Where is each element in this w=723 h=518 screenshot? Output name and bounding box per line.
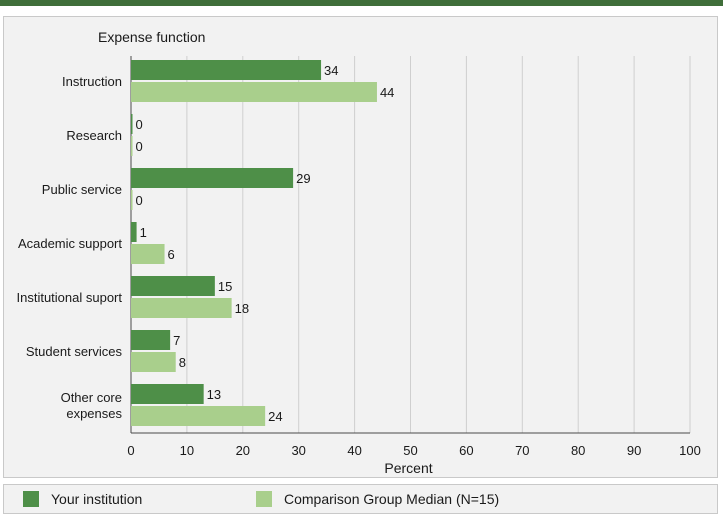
data-label: 7 xyxy=(173,333,180,348)
bar xyxy=(131,276,215,296)
x-tick-label: 0 xyxy=(127,443,134,458)
category-label: Instruction xyxy=(62,74,122,89)
x-axis-title: Percent xyxy=(384,460,432,476)
data-label: 1 xyxy=(140,225,147,240)
x-tick-label: 60 xyxy=(459,443,473,458)
category-label: expenses xyxy=(66,406,122,421)
bar xyxy=(131,168,294,188)
x-tick-label: 40 xyxy=(347,443,361,458)
bar xyxy=(131,330,171,350)
x-tick-label: 50 xyxy=(403,443,417,458)
category-label: Academic support xyxy=(18,236,122,251)
legend-item-comparison: Comparison Group Median (N=15) xyxy=(256,491,499,507)
legend: Your institution Comparison Group Median… xyxy=(3,484,718,514)
bar xyxy=(131,222,137,242)
legend-swatch-comparison xyxy=(256,491,272,507)
data-label: 29 xyxy=(296,171,310,186)
bar xyxy=(131,298,232,318)
data-label: 15 xyxy=(218,279,232,294)
data-label: 0 xyxy=(136,139,143,154)
bar xyxy=(131,136,133,156)
x-tick-label: 30 xyxy=(291,443,305,458)
bar xyxy=(131,60,322,80)
bar xyxy=(131,384,204,404)
data-label: 24 xyxy=(268,409,282,424)
category-label: Research xyxy=(66,128,122,143)
chart-title: Expense function xyxy=(98,29,206,45)
x-tick-label: 80 xyxy=(571,443,585,458)
x-tick-label: 100 xyxy=(679,443,701,458)
data-label: 44 xyxy=(380,85,394,100)
data-label: 0 xyxy=(136,117,143,132)
bar xyxy=(131,190,133,210)
data-label: 8 xyxy=(179,355,186,370)
category-label: Student services xyxy=(26,344,123,359)
data-label: 0 xyxy=(136,193,143,208)
top-rule xyxy=(0,0,723,6)
data-label: 34 xyxy=(324,63,338,78)
category-label: Public service xyxy=(42,182,122,197)
data-label: 18 xyxy=(235,301,249,316)
bar xyxy=(131,406,266,426)
bar xyxy=(131,114,133,134)
legend-label-comparison: Comparison Group Median (N=15) xyxy=(284,491,500,507)
x-tick-label: 70 xyxy=(515,443,529,458)
data-label: 6 xyxy=(168,247,175,262)
bar xyxy=(131,82,377,102)
category-label: Institutional suport xyxy=(16,290,122,305)
data-label: 13 xyxy=(207,387,221,402)
legend-label-your-institution: Your institution xyxy=(51,491,143,507)
legend-swatch-your-institution xyxy=(23,491,39,507)
x-tick-label: 10 xyxy=(180,443,194,458)
legend-item-your-institution: Your institution xyxy=(23,491,142,507)
bar xyxy=(131,352,176,372)
bar xyxy=(131,244,165,264)
category-label: Other core xyxy=(61,390,122,405)
x-tick-label: 20 xyxy=(236,443,250,458)
x-tick-label: 90 xyxy=(627,443,641,458)
